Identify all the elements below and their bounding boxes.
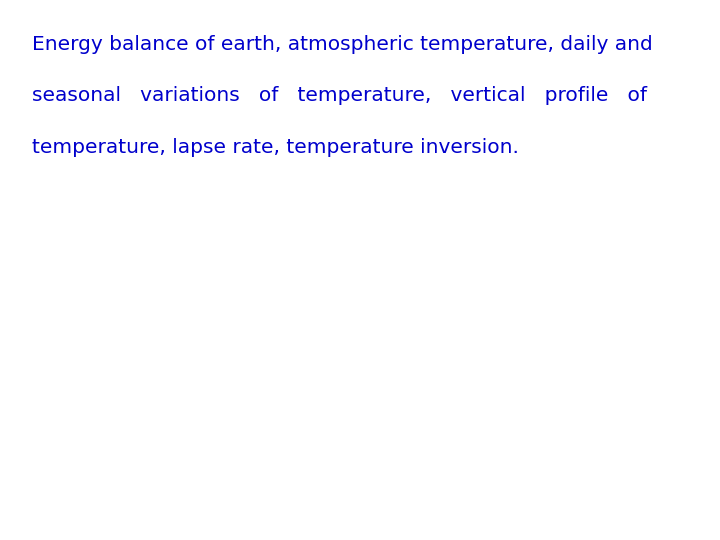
- Text: temperature, lapse rate, temperature inversion.: temperature, lapse rate, temperature inv…: [32, 138, 518, 157]
- Text: Energy balance of earth, atmospheric temperature, daily and: Energy balance of earth, atmospheric tem…: [32, 35, 652, 54]
- Text: seasonal   variations   of   temperature,   vertical   profile   of: seasonal variations of temperature, vert…: [32, 86, 647, 105]
